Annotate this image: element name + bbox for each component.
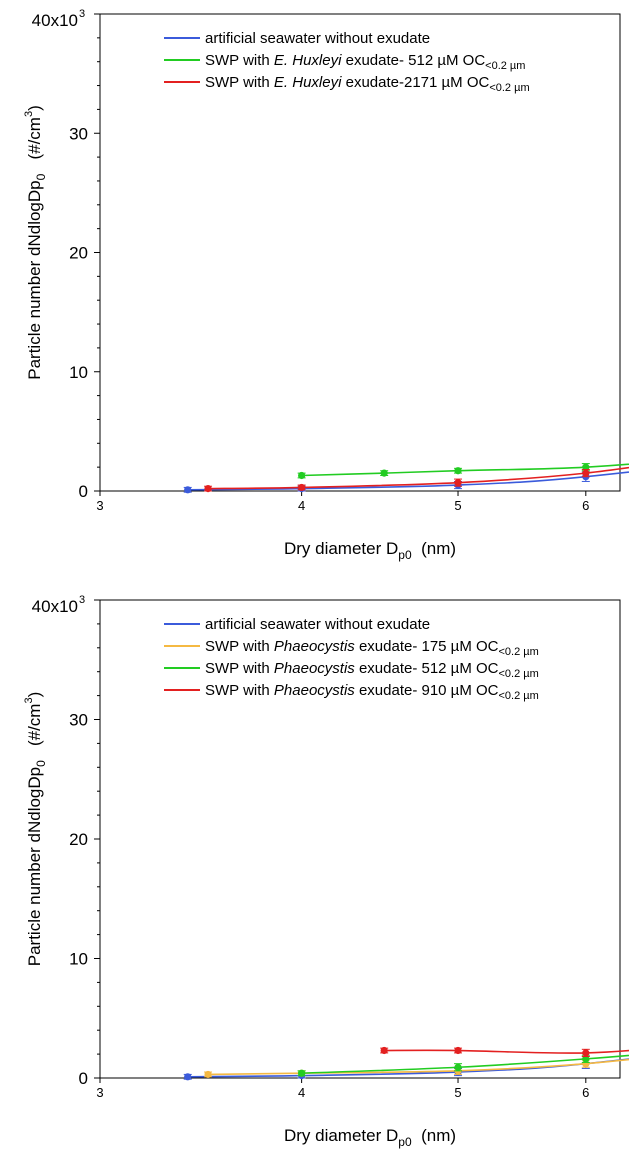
series-2	[297, 1054, 629, 1077]
legend-entry: SWP with Phaeocystis exudate- 512 µM OC<…	[205, 660, 539, 680]
x-minor-tick-label: 3	[96, 1085, 103, 1100]
series-line	[301, 1054, 629, 1075]
chart-panel-bottom: 010203040x103101003456723456723456Dry di…	[23, 594, 629, 1149]
data-point	[454, 1046, 462, 1055]
legend: artificial seawater without exudate SWP w…	[164, 616, 539, 702]
y-tick-label: 10	[69, 363, 88, 382]
legend: artificial seawater without exudate SWP w…	[164, 30, 530, 94]
data-point	[582, 463, 590, 471]
data-point	[454, 479, 462, 487]
legend-entry: artificial seawater without exudate	[205, 616, 430, 633]
legend-entry: SWP with E. Huxleyi exudate- 512 µM OC<0…	[205, 52, 525, 72]
data-point	[582, 1049, 590, 1057]
data-point	[204, 485, 212, 493]
series-2	[204, 466, 629, 493]
data-point	[454, 1063, 462, 1071]
data-point	[380, 1046, 388, 1055]
y-top-label: 40x10	[32, 11, 78, 30]
y-axis-label: Particle number dNdlogDp0 (#/cm3)	[23, 105, 48, 380]
x-minor-tick-label: 4	[298, 1085, 305, 1100]
data-point	[380, 469, 388, 477]
x-axis-label: Dry diameter Dp0 (nm)	[284, 539, 456, 562]
series-line	[187, 1058, 629, 1078]
y-tick-label: 20	[69, 830, 88, 849]
data-point	[454, 467, 462, 475]
series-0	[183, 1058, 629, 1081]
series-line	[301, 463, 629, 477]
y-tick-label: 0	[79, 1069, 88, 1088]
legend-entry: SWP with E. Huxleyi exudate-2171 µM OC<0…	[205, 74, 530, 94]
series-line	[384, 1049, 629, 1054]
x-axis-label: Dry diameter Dp0 (nm)	[284, 1126, 456, 1149]
data-point	[204, 1070, 212, 1079]
data-point	[298, 1069, 306, 1077]
legend-entry: SWP with Phaeocystis exudate- 175 µM OC<…	[205, 638, 539, 658]
x-minor-tick-label: 6	[582, 1085, 589, 1100]
x-minor-tick-label: 5	[454, 1085, 461, 1100]
x-minor-tick-label: 6	[582, 498, 589, 513]
series-0	[183, 471, 629, 494]
data-point	[298, 471, 306, 480]
chart-panel-top: 010203040x103101003456723456723456Dry di…	[23, 8, 629, 562]
x-minor-tick-label: 3	[96, 498, 103, 513]
y-tick-label: 20	[69, 244, 88, 263]
y-tick-label: 10	[69, 950, 88, 969]
data-point	[298, 483, 306, 492]
y-tick-label: 30	[69, 124, 88, 143]
data-point	[582, 1055, 590, 1063]
x-minor-tick-label: 5	[454, 498, 461, 513]
y-top-label: 40x10	[32, 597, 78, 616]
series-3	[380, 1046, 629, 1057]
series-line	[208, 466, 629, 490]
series-line	[208, 1058, 629, 1076]
x-minor-tick-label: 4	[298, 498, 305, 513]
data-point	[184, 1073, 192, 1081]
series-1	[297, 463, 629, 480]
y-top-label-exponent: 3	[79, 8, 85, 20]
y-axis-label: Particle number dNdlogDp0 (#/cm3)	[23, 692, 48, 967]
y-tick-label: 30	[69, 711, 88, 730]
legend-entry: SWP with Phaeocystis exudate- 910 µM OC<…	[205, 682, 539, 702]
series-line	[187, 471, 629, 491]
y-top-label-exponent: 3	[79, 594, 85, 606]
legend-entry: artificial seawater without exudate	[205, 30, 430, 47]
y-tick-label: 0	[79, 482, 88, 501]
data-point	[582, 469, 590, 477]
series-1	[204, 1058, 629, 1079]
data-point	[184, 486, 192, 494]
